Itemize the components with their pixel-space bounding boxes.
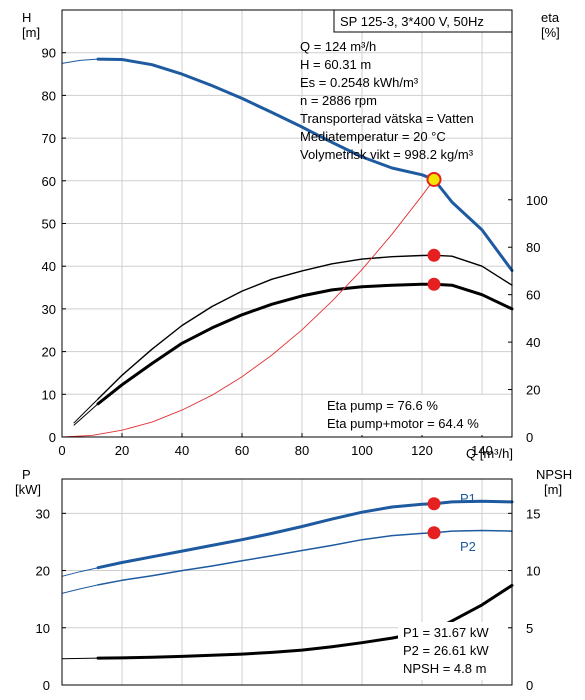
x-tick-labels: 0 20 40 60 80 100 120 140 <box>58 433 493 458</box>
npsh-tick-3: 15 <box>526 506 540 521</box>
bottom-curve-p2-extrap <box>61 584 99 594</box>
chart-title: SP 125-3, 3*400 V, 50Hz <box>340 14 484 29</box>
top-curve-head-extrap <box>61 58 99 64</box>
info-p1: P1 = 31.67 kW <box>403 625 489 640</box>
head-tick-7: 70 <box>42 131 56 146</box>
head-tick-8: 80 <box>42 88 56 103</box>
head-tick-2: 20 <box>42 345 56 360</box>
npsh-axis-label-line2: [m] <box>544 482 562 497</box>
power-axis-label-line1: P <box>22 467 31 482</box>
top-duty-marker-0 <box>426 171 442 187</box>
bottom-y-tick-labels: 0 10 20 30 <box>36 506 66 693</box>
eta-tick-3: 60 <box>526 288 540 303</box>
npsh-tick-1: 5 <box>526 621 533 636</box>
head-axis-label-line1: H <box>22 10 31 25</box>
eta-axis-label-line1: eta <box>541 10 560 25</box>
info-flow: Q = 124 m³/h <box>300 39 376 54</box>
npsh-tick-2: 10 <box>526 564 540 579</box>
head-tick-4: 40 <box>42 259 56 274</box>
power-info: P1 = 31.67 kW P2 = 26.61 kW NPSH = 4.8 m <box>398 622 508 680</box>
eta-info: Eta pump = 76.6 % Eta pump+motor = 64.4 … <box>322 395 508 435</box>
top-duty-marker-1 <box>427 248 441 262</box>
flow-tick-4: 80 <box>295 443 309 458</box>
top-curve-eta-pump-extrap <box>73 398 99 424</box>
bottom-chart: 0 10 20 30 0 5 10 15 P [kW] NPSH [m] P1 P2 P1 … <box>15 467 572 693</box>
eta-tick-5: 100 <box>526 193 548 208</box>
flow-tick-0: 0 <box>58 443 65 458</box>
info-density: Volymetrisk vikt = 998.2 kg/m³ <box>300 147 474 162</box>
head-axis-label-line2: [m] <box>22 25 40 40</box>
head-tick-9: 90 <box>42 46 56 61</box>
eta-axis-label-line2: [%] <box>541 25 560 40</box>
eta-tick-0: 0 <box>526 430 533 445</box>
bottom-curve-p1 <box>96 499 514 570</box>
info-liquid: Transporterad vätska = Vatten <box>300 111 474 126</box>
info-p2: P2 = 26.61 kW <box>403 643 489 658</box>
bottom-y2-tick-labels: 0 5 10 15 <box>508 506 540 693</box>
head-tick-5: 50 <box>42 217 56 232</box>
top-duty-marker-2 <box>427 277 441 291</box>
flow-tick-2: 40 <box>175 443 189 458</box>
top-curve-system <box>61 179 435 438</box>
top-curve-eta-total <box>96 282 514 406</box>
duty-point-info: Q = 124 m³/h H = 60.31 m Es = 0.2548 kWh… <box>300 39 474 162</box>
eta-total-text: Eta pump+motor = 64.4 % <box>327 416 479 431</box>
top-markers <box>426 171 442 291</box>
eta-tick-2: 40 <box>526 335 540 350</box>
flow-tick-3: 60 <box>235 443 249 458</box>
flow-tick-1: 20 <box>115 443 129 458</box>
bottom-curve-p2 <box>97 529 513 586</box>
flow-tick-7: 140 <box>471 443 493 458</box>
npsh-tick-0: 0 <box>526 678 533 693</box>
top-curves <box>61 57 514 438</box>
bottom-curve-p1-extrap <box>61 567 99 577</box>
top-curve-head <box>96 57 514 272</box>
top-grid <box>62 10 512 437</box>
power-tick-2: 20 <box>36 564 50 579</box>
power-tick-0: 0 <box>43 678 50 693</box>
top-curve-eta-total-extrap <box>73 403 99 426</box>
eta-tick-4: 80 <box>526 240 540 255</box>
bottom-plot-frame <box>61 478 513 686</box>
p1-legend-label: P1 <box>460 491 476 506</box>
top-y2-tick-labels: 0 20 40 60 80 100 <box>508 193 548 445</box>
power-info-bg <box>398 622 508 680</box>
p2-legend-label: P2 <box>460 539 476 554</box>
power-axis-label-line2: [kW] <box>15 482 41 497</box>
title-box <box>333 9 513 33</box>
top-chart: 0 10 20 30 40 50 60 70 80 90 0 20 40 60 80 100 0 20 40 60… <box>22 9 560 461</box>
top-curve-eta-pump <box>97 254 513 400</box>
head-tick-6: 60 <box>42 174 56 189</box>
info-head: H = 60.31 m <box>300 57 371 72</box>
top-y-tick-labels: 0 10 20 30 40 50 60 70 80 90 <box>42 46 66 445</box>
bottom-duty-marker-0 <box>427 497 441 511</box>
head-tick-0: 0 <box>49 430 56 445</box>
x-axis-label: Q [m³/h] <box>466 446 513 461</box>
info-energy: Es = 0.2548 kWh/m³ <box>300 75 419 90</box>
head-tick-3: 30 <box>42 302 56 317</box>
bottom-duty-marker-1 <box>427 526 441 540</box>
eta-pump-text: Eta pump = 76.6 % <box>327 398 438 413</box>
info-temperature: Mediatemperatur = 20 °C <box>300 129 446 144</box>
flow-tick-6: 120 <box>411 443 433 458</box>
bottom-curve-npsh-extrap <box>61 657 99 660</box>
npsh-axis-label-line1: NPSH <box>536 467 572 482</box>
info-speed: n = 2886 rpm <box>300 93 377 108</box>
eta-info-bg <box>322 395 508 435</box>
info-npsh: NPSH = 4.8 m <box>403 661 486 676</box>
power-tick-1: 10 <box>36 621 50 636</box>
flow-tick-5: 100 <box>351 443 373 458</box>
head-tick-1: 10 <box>42 387 56 402</box>
eta-tick-1: 20 <box>526 383 540 398</box>
power-tick-3: 30 <box>36 506 50 521</box>
bottom-markers <box>427 497 441 637</box>
